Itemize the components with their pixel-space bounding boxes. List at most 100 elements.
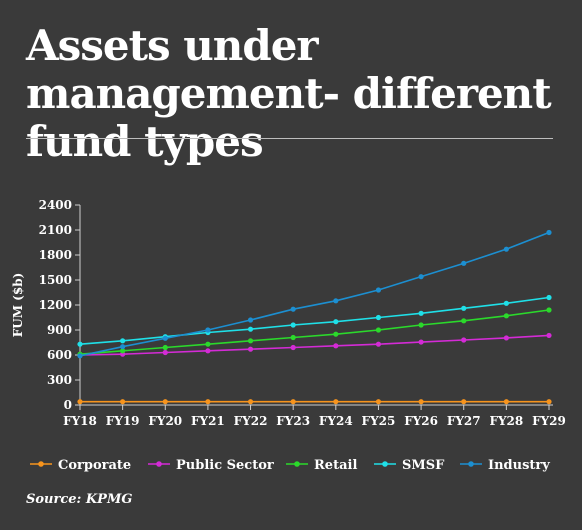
chart-title: Assets under management- different fund … xyxy=(26,21,552,166)
y-axis-title: FUM ($b) xyxy=(11,273,25,338)
x-tick-label: FY27 xyxy=(447,414,481,428)
data-point xyxy=(546,294,552,301)
x-tick-label: FY28 xyxy=(489,414,523,428)
x-tick-label: FY24 xyxy=(319,414,353,428)
data-point xyxy=(205,348,211,354)
data-point xyxy=(247,317,254,323)
legend-item: Public Sector xyxy=(148,458,274,473)
chart-axes: 0 300 600 900 1200 1500 1800 2100 2400 FY18 FY19 FY… xyxy=(11,198,566,428)
data-point xyxy=(162,399,168,405)
y-tick-label: 1200 xyxy=(39,298,72,312)
data-point xyxy=(333,399,339,405)
x-tick-label: FY29 xyxy=(532,414,566,428)
series-smsf xyxy=(77,294,552,347)
data-point xyxy=(333,331,339,337)
data-point xyxy=(461,399,467,405)
series-line xyxy=(79,334,550,356)
legend-swatch-marker xyxy=(156,461,162,467)
data-point xyxy=(503,246,509,252)
data-point xyxy=(418,274,424,280)
data-point xyxy=(375,314,382,321)
data-point xyxy=(418,399,424,405)
data-point xyxy=(120,338,126,344)
series-industry xyxy=(77,229,552,359)
legend-swatch-marker xyxy=(468,461,474,467)
series-line xyxy=(79,309,550,355)
y-tick-label: 2400 xyxy=(39,198,72,212)
legend-label: Public Sector xyxy=(176,458,274,473)
data-point xyxy=(461,260,467,266)
data-point xyxy=(247,399,254,405)
x-tick-label: FY25 xyxy=(362,414,396,428)
legend-label: Industry xyxy=(488,458,550,473)
data-point xyxy=(290,399,296,405)
y-tick-label: 600 xyxy=(47,348,72,362)
x-tick-label: FY21 xyxy=(191,414,225,428)
y-tick-label: 2100 xyxy=(39,223,72,237)
y-tick-label: 1500 xyxy=(39,273,72,287)
data-point xyxy=(205,327,211,333)
legend-item: SMSF xyxy=(374,458,445,473)
title-divider xyxy=(26,138,553,139)
x-tick-label: FY23 xyxy=(276,414,310,428)
y-tick-label: 900 xyxy=(47,323,72,337)
data-point xyxy=(546,307,552,313)
data-point xyxy=(162,349,168,356)
data-point xyxy=(162,335,168,341)
data-point xyxy=(290,334,296,341)
data-point xyxy=(333,298,339,304)
data-point xyxy=(375,399,382,405)
data-point xyxy=(120,348,126,354)
data-point xyxy=(77,353,83,359)
chart-legend: Corporate Public Sector Retail SMSF Industry xyxy=(30,458,550,473)
data-point xyxy=(162,344,168,351)
data-point xyxy=(205,341,211,347)
data-point xyxy=(461,337,467,343)
legend-label: Corporate xyxy=(58,458,131,473)
y-tick-label: 1800 xyxy=(39,248,72,262)
data-point xyxy=(333,319,339,325)
data-point xyxy=(77,399,83,405)
data-point xyxy=(503,300,509,306)
data-point xyxy=(418,322,424,328)
data-point xyxy=(461,305,467,311)
legend-label: SMSF xyxy=(402,458,445,473)
chart-series xyxy=(77,229,552,405)
data-point xyxy=(375,341,382,347)
x-tick-label: FY19 xyxy=(106,414,140,428)
series-line xyxy=(79,231,550,357)
data-point xyxy=(461,318,467,324)
data-point xyxy=(247,338,254,344)
legend-swatch-marker xyxy=(38,461,44,467)
data-point xyxy=(546,229,552,236)
x-tick-label: FY22 xyxy=(234,414,268,428)
legend-item: Industry xyxy=(460,458,550,473)
data-point xyxy=(290,344,296,351)
y-tick-label: 300 xyxy=(47,373,72,387)
data-point xyxy=(418,310,424,316)
data-point xyxy=(120,344,126,350)
x-tick-label: FY20 xyxy=(148,414,182,428)
data-point xyxy=(503,335,509,341)
data-point xyxy=(205,399,211,405)
data-point xyxy=(546,332,552,339)
legend-item: Retail xyxy=(286,458,357,473)
data-point xyxy=(546,399,552,405)
data-point xyxy=(418,339,424,345)
data-point xyxy=(503,313,509,319)
x-tick-label: FY26 xyxy=(404,414,438,428)
data-point xyxy=(120,399,126,405)
data-point xyxy=(333,343,339,349)
x-tick-label: FY18 xyxy=(63,414,97,428)
data-point xyxy=(290,306,296,312)
data-point xyxy=(247,326,254,332)
data-point xyxy=(375,287,382,293)
series-public-sector xyxy=(77,332,552,358)
source-note: Source: KPMG xyxy=(26,492,133,507)
data-point xyxy=(290,322,296,328)
data-point xyxy=(375,327,382,333)
legend-item: Corporate xyxy=(30,458,131,473)
series-retail xyxy=(77,307,552,357)
series-line xyxy=(79,296,550,345)
